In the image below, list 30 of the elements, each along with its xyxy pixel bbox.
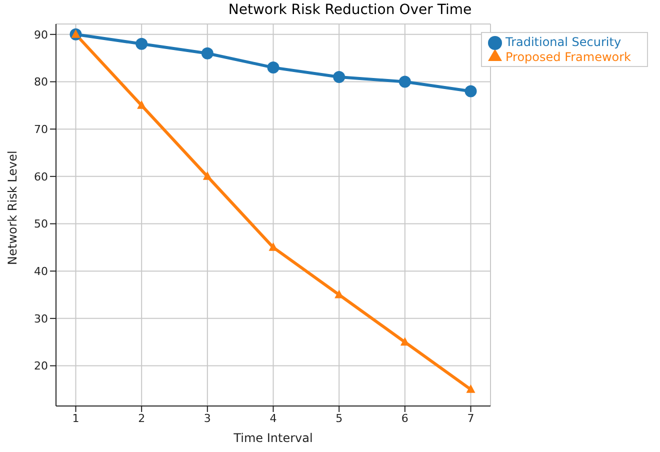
x-tick-label: 3	[204, 412, 211, 425]
y-axis-title: Network Risk Level	[5, 150, 20, 265]
point	[464, 85, 477, 98]
y-tick-label: 80	[34, 76, 48, 89]
x-tick-label: 2	[138, 412, 146, 425]
x-tick-label: 6	[401, 412, 408, 425]
point	[398, 76, 411, 88]
point	[267, 62, 280, 74]
x-tick-label: 1	[72, 412, 80, 425]
point	[201, 47, 214, 60]
y-tick-label: 60	[34, 170, 48, 184]
point	[466, 384, 476, 393]
point	[202, 171, 212, 180]
point	[71, 29, 80, 38]
x-tick-label: 4	[270, 412, 277, 425]
x-tick-label: 7	[467, 412, 474, 425]
y-tick-label: 30	[34, 312, 48, 326]
x-tick-label: 5	[336, 412, 343, 425]
y-tick-label: 90	[34, 28, 48, 42]
y-tick-label: 40	[34, 265, 48, 278]
point	[136, 38, 148, 50]
point	[333, 71, 346, 84]
y-tick-label: 20	[34, 360, 48, 373]
chart-title: Network Risk Reduction Over Time	[227, 1, 473, 20]
x-axis-title: Time Interval	[232, 431, 313, 445]
y-tick-label: 70	[34, 122, 48, 136]
legend-label: Proposed Framework	[506, 50, 631, 64]
y-tick-label: 50	[34, 218, 48, 231]
legend-label: Traditional Security	[506, 35, 622, 49]
point	[137, 100, 146, 109]
